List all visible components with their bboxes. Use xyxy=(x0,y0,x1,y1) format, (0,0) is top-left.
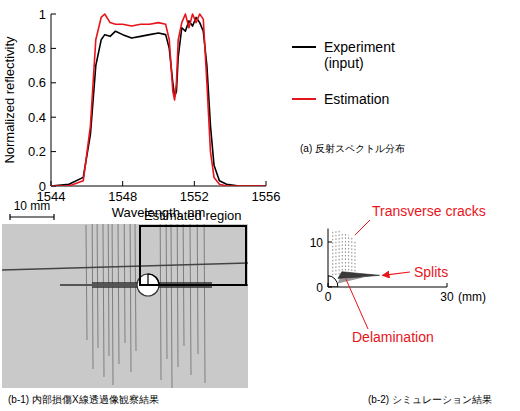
x-tick-label: 1552 xyxy=(180,189,209,204)
x-tick-label: 30 xyxy=(440,290,454,304)
x-tick xyxy=(122,181,123,186)
y-tick xyxy=(51,82,56,83)
legend-label: Experiment(input) xyxy=(324,39,395,71)
xray-crack xyxy=(118,224,119,364)
scale-bar-end xyxy=(9,214,10,220)
transverse-crack xyxy=(348,235,349,274)
xray-crack xyxy=(112,224,113,385)
panel-caption: (b-2) シミュレーション結果 xyxy=(368,394,492,405)
xray-fiber-line xyxy=(2,263,248,270)
y-tick xyxy=(51,14,56,15)
xray-crack xyxy=(92,224,93,369)
xray-crack xyxy=(166,224,167,359)
xray-hole-quarter xyxy=(148,274,159,285)
panel-caption: (a) 反射スペクトル分布 xyxy=(300,143,405,154)
xray-crack xyxy=(171,224,172,388)
hole xyxy=(328,276,338,287)
xray-crack xyxy=(130,224,131,372)
annotation: Delamination xyxy=(352,329,434,345)
transverse-crack xyxy=(342,232,343,274)
x-tick xyxy=(328,283,329,287)
y-tick xyxy=(328,242,332,243)
panel-b2: 0 10 0 30 (mm) Transverse cracks Splits Delamin… xyxy=(310,203,492,405)
legend-swatch xyxy=(292,98,316,100)
legend-line: (input) xyxy=(324,55,364,71)
annotation-leader xyxy=(346,279,368,329)
series-line xyxy=(51,14,266,186)
annotation: Transverse cracks xyxy=(372,203,486,219)
plot-lines xyxy=(51,14,266,186)
series-line xyxy=(51,17,266,186)
panel-caption: (b-1) 内部損傷X線透過像観察結果 xyxy=(8,394,159,405)
transverse-crack xyxy=(345,233,346,274)
x-axis xyxy=(328,287,447,288)
x-unit: (mm) xyxy=(458,290,486,304)
scale-bar xyxy=(10,216,54,217)
annotation-leader xyxy=(355,220,370,235)
box-label: Estimated region xyxy=(144,208,242,223)
x-tick-label: 0 xyxy=(325,290,332,304)
y-tick-label: 0.6 xyxy=(28,75,46,90)
split-region xyxy=(338,272,380,279)
xray-crack xyxy=(190,224,191,375)
figure: 00.20.40.60.811544154815521556Wavelength… xyxy=(0,0,520,411)
legend-swatch xyxy=(292,46,316,48)
y-tick xyxy=(328,287,332,288)
annotation-arrow xyxy=(383,272,410,275)
xray-crack xyxy=(86,225,87,340)
plot-shapes xyxy=(328,231,380,287)
transverse-crack xyxy=(335,231,336,275)
y-tick-label: 10 xyxy=(310,236,324,250)
y-tick xyxy=(51,117,56,118)
legend-line: Estimation xyxy=(324,91,389,107)
x-tick xyxy=(194,181,195,186)
legend-label: Estimation xyxy=(324,91,389,107)
y-tick-label: 1 xyxy=(39,7,46,22)
transverse-crack xyxy=(351,238,352,275)
xray-crack xyxy=(160,224,161,380)
xray-crack xyxy=(177,224,178,367)
y-tick-label: 0.8 xyxy=(28,41,46,56)
y-tick-label: 0.2 xyxy=(28,144,46,159)
x-tick-label: 1556 xyxy=(252,189,281,204)
scale-bar-end xyxy=(53,214,54,220)
estimated-region-box xyxy=(140,226,246,285)
xray-crack xyxy=(103,224,104,377)
y-tick-label: 0.4 xyxy=(28,110,46,125)
xray-features xyxy=(2,224,248,388)
transverse-crack xyxy=(354,241,355,275)
transverse-crack xyxy=(332,231,333,276)
transverse-crack xyxy=(339,231,340,275)
xray-crack xyxy=(197,224,198,354)
xray-crack xyxy=(204,224,205,383)
xray-crack xyxy=(108,224,109,356)
y-tick-label: 0 xyxy=(316,281,323,295)
y-axis-title: Normalized reflectivity xyxy=(2,36,17,164)
scale-label: 10 mm xyxy=(14,199,51,213)
annotation: Splits xyxy=(414,264,448,280)
x-tick-label: 1548 xyxy=(108,189,137,204)
legend-line: Experiment xyxy=(324,39,395,55)
y-tick xyxy=(51,48,56,49)
y-tick xyxy=(51,151,56,152)
panel-a: 00.20.40.60.811544154815521556Wavelength… xyxy=(2,7,405,221)
panel-b1: Estimated region 10 mm (b-1) 内部損傷X線透過像観察結果 xyxy=(2,183,250,405)
y-axis xyxy=(328,229,329,288)
x-tick xyxy=(447,283,448,287)
y-axis xyxy=(51,14,52,186)
